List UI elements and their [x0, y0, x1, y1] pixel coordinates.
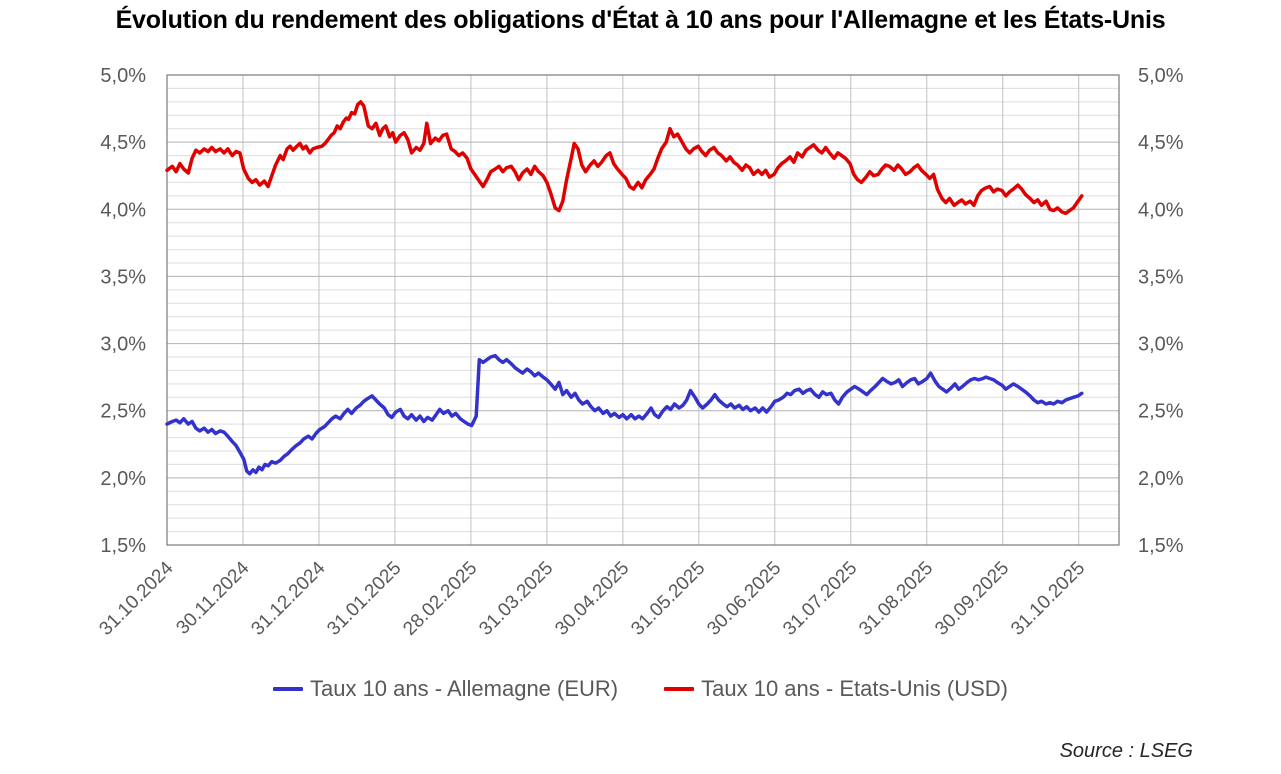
- x-axis-label: 31.10.2024: [95, 557, 177, 639]
- y-axis-label-right: 3,5%: [1138, 266, 1184, 288]
- plot-border: [166, 74, 1120, 546]
- x-axis-label: 31.10.2025: [1007, 558, 1089, 640]
- y-axis-label-left: 5,0%: [100, 65, 146, 87]
- x-axis-label: 30.11.2024: [172, 557, 253, 638]
- legend-item-germany: Taux 10 ans - Allemagne (EUR): [272, 676, 619, 702]
- legend-label-germany: Taux 10 ans - Allemagne (EUR): [309, 676, 619, 701]
- legend-label-us: Taux 10 ans - Etats-Unis (USD): [701, 676, 1008, 701]
- y-axis-label-left: 4,0%: [100, 199, 146, 221]
- y-axis-label-left: 1,5%: [100, 535, 146, 557]
- x-axis-label: 28.02.2025: [399, 558, 481, 640]
- x-axis-label: 31.07.2025: [779, 558, 861, 640]
- y-axis-label-right: 4,5%: [1138, 132, 1184, 154]
- y-axis-label-right: 5,0%: [1138, 65, 1184, 87]
- y-axis-label-left: 3,0%: [100, 334, 146, 356]
- y-axis-label-right: 4,0%: [1138, 199, 1184, 221]
- y-axis-label-right: 2,0%: [1138, 468, 1184, 490]
- legend-marker-us-icon: [664, 687, 695, 691]
- y-axis-label-right: 3,0%: [1138, 334, 1184, 356]
- x-axis-label: 31.05.2025: [627, 558, 709, 640]
- y-axis-label-left: 3,5%: [100, 266, 146, 288]
- chart-legend: Taux 10 ans - Allemagne (EUR) Taux 10 an…: [0, 676, 1281, 702]
- x-axis-label: 30.04.2025: [551, 558, 633, 640]
- x-axis-label: 31.08.2025: [855, 558, 937, 640]
- legend-item-us: Taux 10 ans - Etats-Unis (USD): [664, 676, 1008, 702]
- series-line-us: [165, 100, 1084, 216]
- chart-title: Évolution du rendement des obligations d…: [115, 6, 1166, 34]
- legend-marker-germany-icon: [272, 687, 303, 691]
- x-axis-label: 31.01.2025: [323, 558, 405, 640]
- x-axis-label: 30.09.2025: [931, 558, 1013, 640]
- y-axis-label-left: 4,5%: [100, 132, 146, 154]
- x-axis-label: 31.03.2025: [475, 558, 557, 640]
- y-axis-label-left: 2,5%: [100, 401, 146, 423]
- x-axis-label: 30.06.2025: [703, 558, 785, 640]
- series-line-germany: [165, 353, 1084, 476]
- x-axis-label: 31.12.2024: [247, 557, 329, 639]
- source-note: Source : LSEG: [1059, 740, 1193, 762]
- y-axis-label-right: 2,5%: [1138, 401, 1184, 423]
- y-axis-label-left: 2,0%: [100, 468, 146, 490]
- y-axis-label-right: 1,5%: [1138, 535, 1184, 557]
